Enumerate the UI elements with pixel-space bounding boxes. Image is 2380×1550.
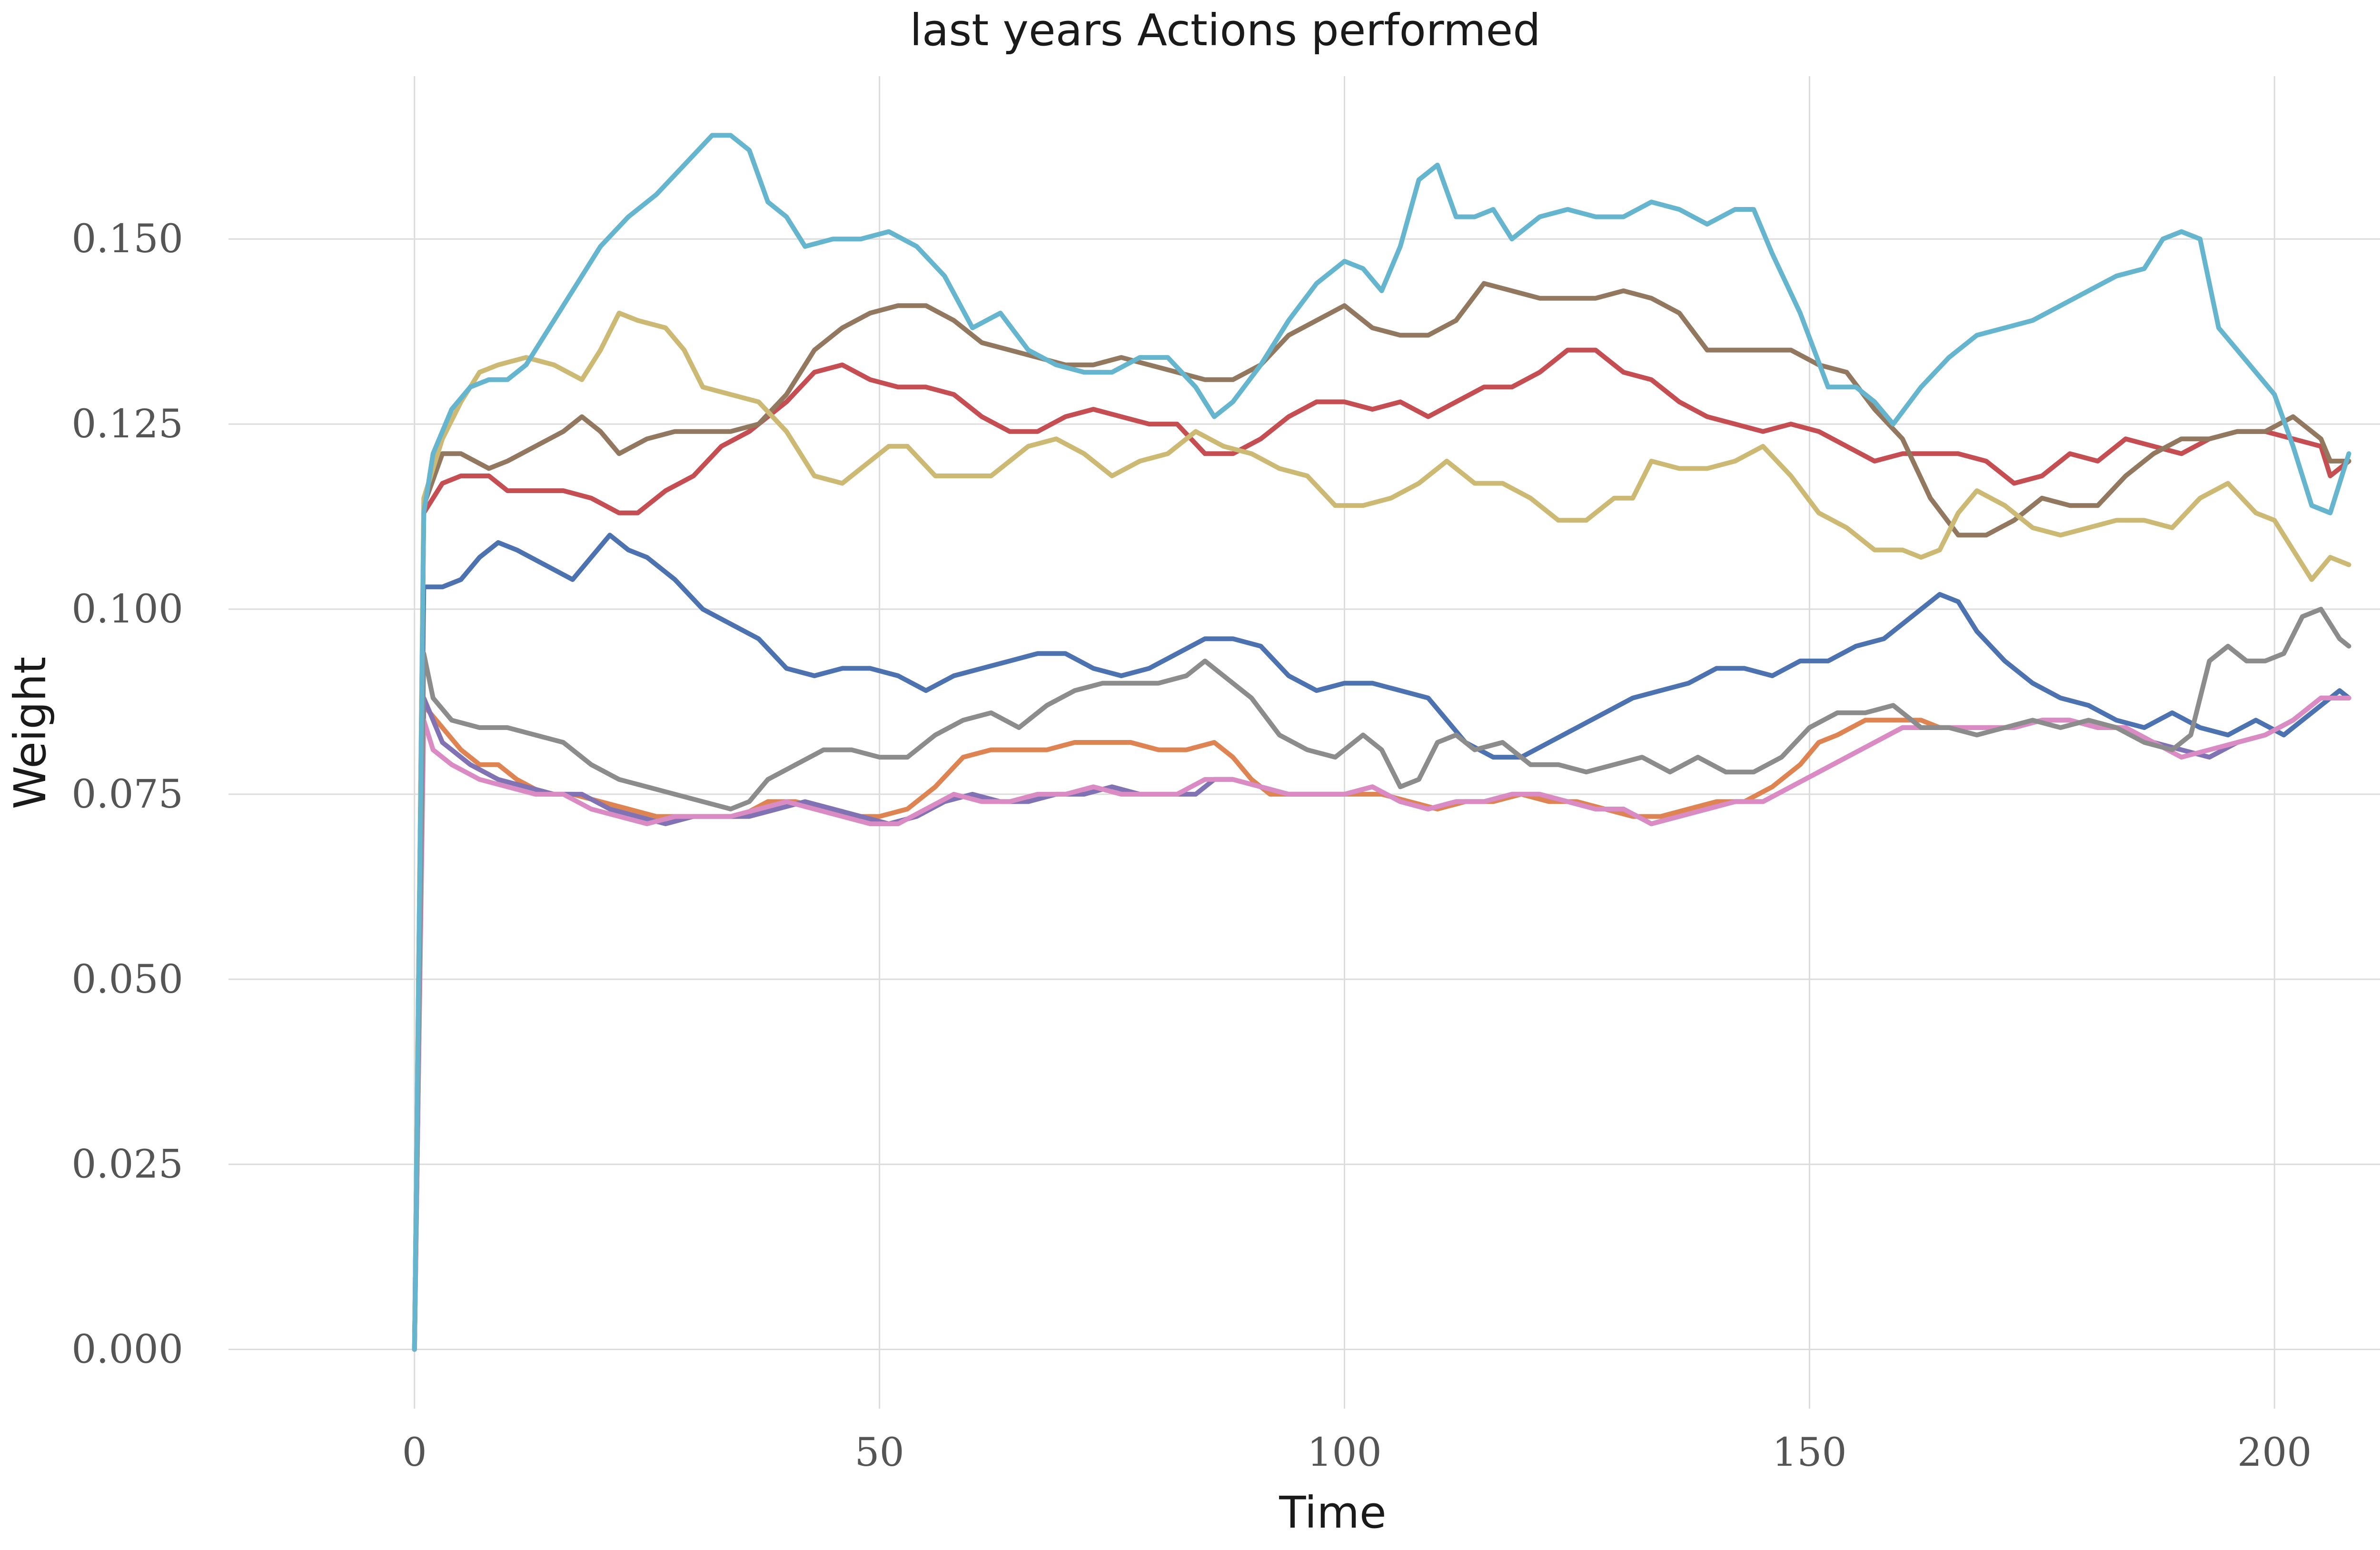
x-tick-label: 200 <box>2237 1430 2312 1475</box>
x-tick-labels: 0 50 100 150 200 <box>402 1430 2312 1475</box>
y-tick-label: 0.050 <box>71 957 183 1002</box>
series-line-9 <box>412 133 2351 1352</box>
series-line-5 <box>412 281 2351 1352</box>
series-line-1 <box>412 533 2351 1352</box>
series-line-6 <box>412 695 2351 1352</box>
series-layer <box>412 133 2351 1352</box>
y-tick-label: 0.150 <box>71 217 183 262</box>
x-axis-label: Time <box>1279 1487 1386 1538</box>
chart-title: last years Actions performed <box>910 5 1540 56</box>
series-line-8 <box>412 310 2351 1352</box>
y-tick-label: 0.075 <box>71 772 183 817</box>
x-gridlines <box>414 76 2275 1409</box>
y-axis-label: Weight <box>5 657 56 810</box>
y-tick-label: 0.025 <box>71 1142 183 1187</box>
x-tick-label: 0 <box>402 1430 427 1475</box>
y-tick-label: 0.125 <box>71 402 183 447</box>
x-tick-label: 50 <box>854 1430 904 1475</box>
series-line-7 <box>412 607 2351 1352</box>
y-tick-labels: 0.000 0.025 0.050 0.075 0.100 0.125 0.150 <box>71 217 183 1372</box>
x-tick-label: 150 <box>1772 1430 1847 1475</box>
series-line-2 <box>412 703 1942 1352</box>
x-tick-label: 100 <box>1307 1430 1382 1475</box>
y-tick-label: 0.000 <box>71 1327 183 1372</box>
y-tick-label: 0.100 <box>71 587 183 632</box>
series-line-3 <box>412 347 2351 1352</box>
